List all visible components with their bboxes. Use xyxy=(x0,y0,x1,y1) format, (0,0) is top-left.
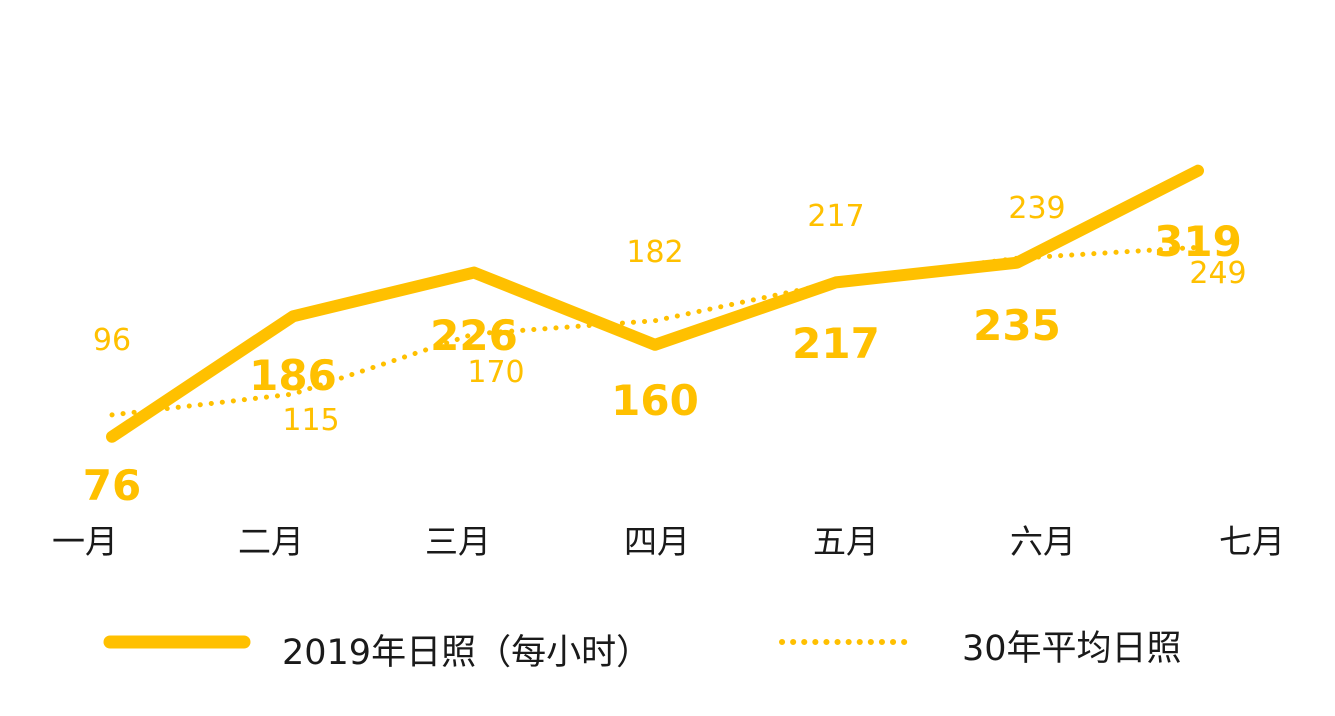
x-tick-label: 二月 xyxy=(238,522,304,561)
legend-label-2019: 2019年日照（每小时） xyxy=(282,633,651,673)
data-label-30yr-avg: 217 xyxy=(807,199,864,234)
data-label-30yr-avg: 249 xyxy=(1189,256,1246,291)
x-tick-label: 四月 xyxy=(624,522,690,561)
x-tick-label: 三月 xyxy=(425,522,491,561)
data-label-2019: 235 xyxy=(973,301,1061,350)
series-line-2019 xyxy=(106,164,1204,443)
data-label-2019: 76 xyxy=(83,461,141,510)
data-label-30yr-avg: 115 xyxy=(282,403,339,438)
data-label-2019: 160 xyxy=(611,376,699,425)
data-label-2019: 226 xyxy=(430,311,518,360)
data-label-2019: 319 xyxy=(1154,217,1242,266)
legend-label-30yr-avg: 30年平均日照 xyxy=(962,629,1182,669)
data-label-30yr-avg: 170 xyxy=(467,355,524,390)
data-label-30yr-avg: 96 xyxy=(93,323,131,358)
chart-legend: 2019年日照（每小时） 30年平均日照 xyxy=(103,629,1182,673)
x-tick-label: 一月 xyxy=(52,522,118,561)
data-label-2019: 217 xyxy=(792,319,880,368)
x-tick-label: 七月 xyxy=(1219,522,1285,561)
x-tick-label: 五月 xyxy=(813,522,879,561)
data-label-30yr-avg: 239 xyxy=(1008,191,1065,226)
data-label-2019: 186 xyxy=(249,351,337,400)
data-label-30yr-avg: 182 xyxy=(626,235,683,270)
x-tick-label: 六月 xyxy=(1010,522,1076,561)
